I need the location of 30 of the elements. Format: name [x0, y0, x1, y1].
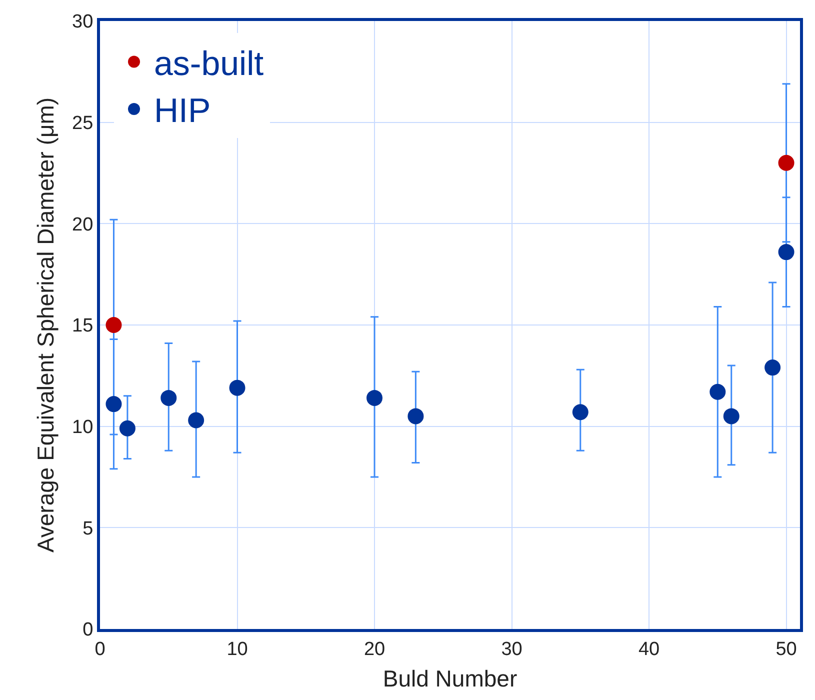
point — [778, 244, 794, 260]
x-axis-title: Buld Number — [382, 665, 518, 692]
point — [366, 390, 383, 406]
y-tick-label: 0 — [82, 620, 94, 641]
x-tick-label: 40 — [638, 638, 660, 660]
point — [188, 412, 204, 428]
x-tick-label: 50 — [776, 638, 797, 660]
point — [764, 360, 781, 376]
y-tick-label: 30 — [72, 12, 94, 33]
point — [229, 380, 246, 396]
x-tick-label: 10 — [226, 638, 248, 660]
point — [408, 408, 424, 424]
y-tick-label: 5 — [82, 518, 94, 540]
y-tick-label: 10 — [72, 416, 94, 438]
legend-label: HIP — [154, 92, 211, 130]
point — [106, 396, 122, 412]
point — [160, 390, 177, 406]
legend-label: as-built — [154, 45, 264, 84]
y-tick-label: 15 — [72, 316, 94, 337]
point — [572, 404, 588, 420]
x-tick-label: 20 — [364, 638, 386, 660]
point — [710, 384, 726, 400]
x-tick-label: 30 — [501, 638, 522, 660]
y-tick-label: 25 — [72, 112, 94, 134]
point — [723, 408, 740, 424]
y-tick-label: 20 — [72, 214, 94, 236]
y-axis-title: Average Equivalent Spherical Diameter (μm) — [32, 97, 59, 553]
point — [119, 420, 136, 436]
point — [778, 154, 794, 171]
point — [106, 317, 122, 333]
